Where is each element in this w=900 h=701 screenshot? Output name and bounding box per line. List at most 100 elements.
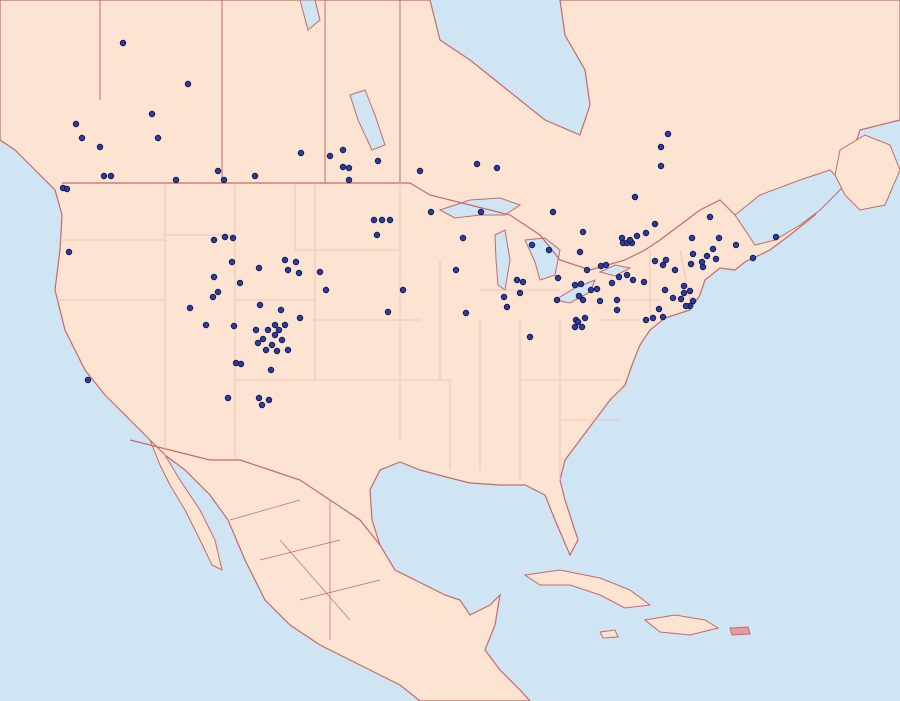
occurrence-dot <box>629 276 637 284</box>
occurrence-dot <box>399 286 407 294</box>
occurrence-dot <box>84 376 92 384</box>
occurrence-dot <box>256 301 264 309</box>
occurrence-dot <box>664 130 672 138</box>
occurrence-dot <box>553 296 561 304</box>
occurrence-dot <box>345 176 353 184</box>
occurrence-dot <box>296 314 304 322</box>
occurrence-dot <box>202 321 210 329</box>
occurrence-dot <box>268 341 276 349</box>
occurrence-dot <box>264 326 272 334</box>
occurrence-dot <box>688 234 696 242</box>
mexico-state-border <box>229 499 301 521</box>
occurrence-dot <box>236 279 244 287</box>
occurrence-dot <box>651 220 659 228</box>
occurrence-dot <box>384 308 392 316</box>
occurrence-dot <box>228 258 236 266</box>
occurrence-dot <box>119 39 127 47</box>
occurrence-dot <box>186 304 194 312</box>
occurrence-dot <box>709 245 717 253</box>
occurrence-dot <box>513 276 521 284</box>
occurrence-dot <box>686 287 694 295</box>
occurrence-dot <box>148 110 156 118</box>
occurrence-dot <box>633 232 641 240</box>
lake-winnipeg <box>349 89 386 151</box>
occurrence-dot <box>661 286 669 294</box>
occurrence-dot <box>528 241 536 249</box>
occurrence-dot <box>210 273 218 281</box>
occurrence-dot <box>214 167 222 175</box>
occurrence-dot <box>608 279 616 287</box>
lake-ontario <box>598 264 632 277</box>
occurrence-dot <box>579 296 587 304</box>
occurrence-dot <box>577 280 585 288</box>
occurrence-dot <box>698 258 706 266</box>
baja-peninsula <box>149 439 223 571</box>
occurrence-dot <box>271 331 279 339</box>
occurrence-dot <box>322 286 330 294</box>
occurrence-dot <box>602 261 610 269</box>
border-layer <box>55 0 736 640</box>
occurrence-dot <box>587 286 595 294</box>
occurrence-dot <box>500 293 508 301</box>
occurrence-dot <box>493 164 501 172</box>
occurrence-dot <box>659 261 667 269</box>
occurrence-dot <box>386 216 394 224</box>
occurrence-dot <box>571 323 579 331</box>
occurrence-dot <box>462 309 470 317</box>
occurrence-dot <box>477 208 485 216</box>
state-border <box>410 379 451 470</box>
occurrence-dot <box>262 346 270 354</box>
occurrence-dot <box>154 134 162 142</box>
mexico-state-border <box>279 539 351 621</box>
occurrence-dot <box>251 172 259 180</box>
occurrence-dot <box>295 269 303 277</box>
occurrence-dot <box>275 326 283 334</box>
occurrence-dot <box>640 278 648 286</box>
occurrence-dot <box>749 254 757 262</box>
occurrence-dot <box>326 152 334 160</box>
cuba <box>523 569 652 609</box>
occurrence-dot <box>712 255 720 263</box>
occurrence-dot <box>626 236 634 244</box>
occurrence-dot <box>659 313 667 321</box>
occurrence-dot <box>516 289 524 297</box>
occurrence-dot <box>378 216 386 224</box>
occurrence-dot <box>772 233 780 241</box>
occurrence-dot <box>427 208 435 216</box>
occurrence-dot <box>210 236 218 244</box>
occurrence-dot <box>452 266 460 274</box>
occurrence-dot <box>732 241 740 249</box>
jamaica <box>599 629 619 639</box>
occurrence-dot <box>651 257 659 265</box>
occurrence-dot <box>689 297 697 305</box>
occurrence-dot <box>278 336 286 344</box>
occurrence-dot <box>689 250 697 258</box>
occurrence-dot <box>258 401 266 409</box>
hispaniola <box>643 614 720 636</box>
occurrence-dot <box>292 258 300 266</box>
occurrence-dot <box>316 268 324 276</box>
occurrence-dot <box>96 143 104 151</box>
occurrence-dot <box>252 326 260 334</box>
great-bear-lake <box>299 0 321 31</box>
occurrence-dot <box>545 246 553 254</box>
occurrence-dot <box>519 278 527 286</box>
occurrence-dot <box>220 176 228 184</box>
occurrence-dot <box>221 233 229 241</box>
occurrence-dot <box>593 285 601 293</box>
occurrence-dot <box>578 323 586 331</box>
occurrence-dot <box>107 172 115 180</box>
occurrence-dot <box>662 256 670 264</box>
occurrence-dot <box>657 162 665 170</box>
occurrence-dot <box>374 157 382 165</box>
occurrence-dot <box>623 271 631 279</box>
occurrence-dot <box>339 163 347 171</box>
occurrence-dot <box>687 260 695 268</box>
occurrence-dot <box>706 213 714 221</box>
occurrence-dot <box>184 80 192 88</box>
occurrence-dot <box>613 296 621 304</box>
occurrence-dot <box>273 347 281 355</box>
occurrence-dot <box>265 396 273 404</box>
us-mexico-border <box>129 439 381 546</box>
